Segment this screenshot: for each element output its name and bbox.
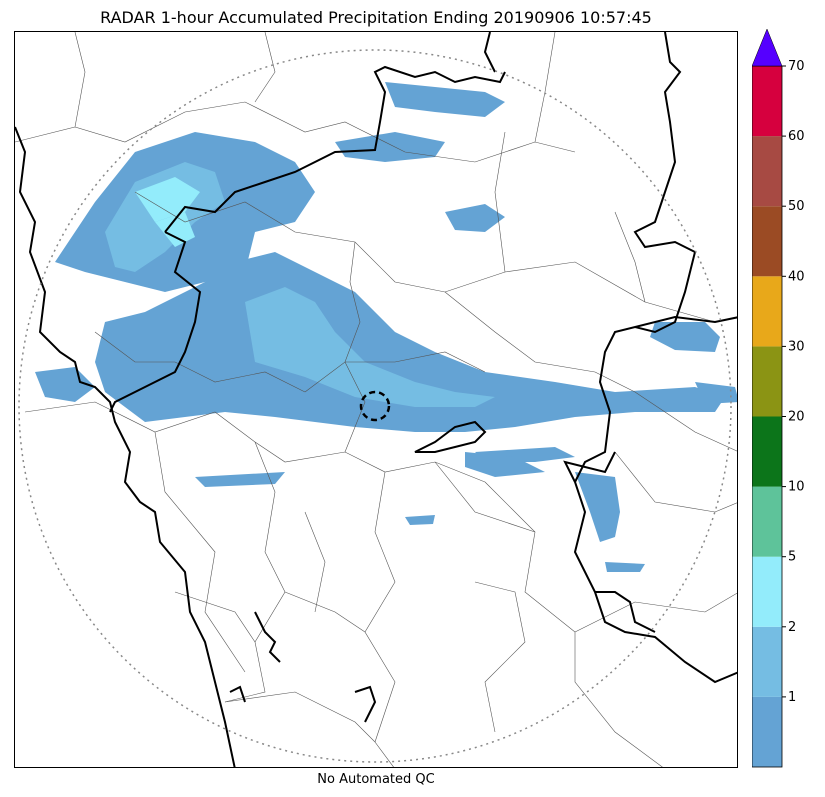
colorbar-tick-label: 20 [788,410,805,425]
colorbar: 1 2 5 10 20 30 40 50 60 70 [752,29,805,768]
precip-echo-light [195,472,285,487]
colorbar-segment [752,276,782,347]
colorbar-tick-label: 30 [788,339,805,354]
precip-echo-light [385,82,505,117]
precip-echo-high [155,212,195,247]
radar-site-marker [359,390,391,422]
colorbar-segment [752,556,782,627]
colorbar-segment [752,136,782,207]
colorbar-segment [752,696,782,767]
colorbar-segment [752,66,782,137]
precip-echo-light [445,204,505,232]
radar-map [14,31,738,768]
colorbar-tick-label: 70 [788,59,805,74]
precip-echo-mid [245,287,495,407]
colorbar-segment [752,346,782,417]
precip-echo-light [335,132,445,162]
colorbar-segment [752,626,782,697]
colorbar-tick-label: 1 [788,690,796,705]
precip-echo-light [405,515,435,525]
precip-echo-light [35,367,95,402]
colorbar-tick-label: 5 [788,550,796,565]
colorbar-segment [752,206,782,277]
precip-echo-light [95,252,725,432]
precip-echo-light [695,382,737,404]
precip-echo-light [605,562,645,572]
range-ring [18,49,732,763]
colorbar-tick-label: 10 [788,480,805,495]
precip-echo-light [465,452,545,477]
map-canvas [15,32,737,767]
colorbar-ticks: 1 2 5 10 20 30 40 50 60 70 [782,59,805,705]
precip-echo-light [650,322,720,352]
colorbar-segment [752,416,782,487]
colorbar-segment [752,486,782,557]
colorbar-tick-label: 2 [788,620,796,635]
district-boundaries [15,32,737,767]
colorbar-extend-arrow [752,29,783,67]
map-title: RADAR 1-hour Accumulated Precipitation E… [100,8,652,27]
colorbar-tick-label: 60 [788,129,805,144]
precip-echo-high [135,177,200,222]
qc-status-label: No Automated QC [317,772,435,787]
precip-echo-light [575,472,620,542]
precipitation-layer [35,82,737,572]
colorbar-tick-label: 40 [788,269,805,284]
colorbar-tick-label: 50 [788,199,805,214]
state-boundaries [15,32,737,767]
colorbar-segments [752,65,783,768]
